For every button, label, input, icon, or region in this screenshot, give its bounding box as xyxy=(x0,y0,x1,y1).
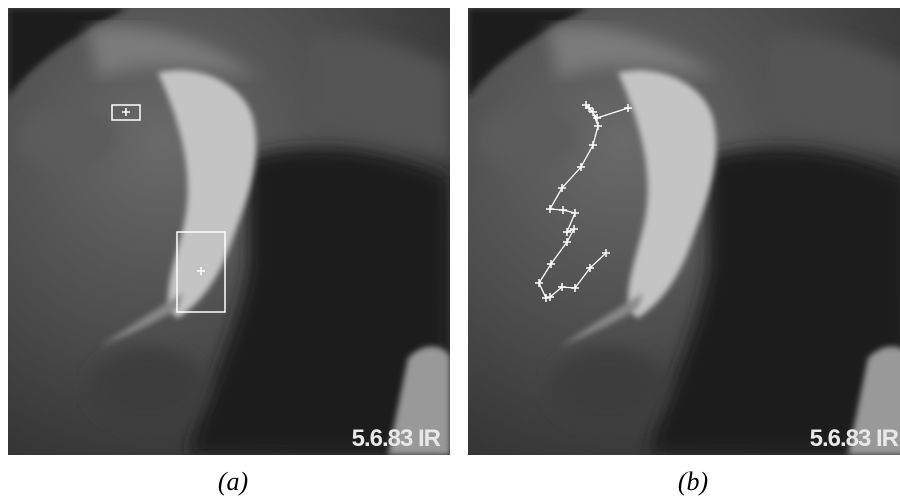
panel-b: 5.6.83 IR xyxy=(468,8,900,455)
page: 5.6.83 IR (a) 5.6.83 IR (b) (() => { con… xyxy=(0,0,900,500)
image-stamp: 5.6.83 IR xyxy=(810,425,899,452)
image-stamp: 5.6.83 IR xyxy=(352,425,441,452)
panel-a: 5.6.83 IR xyxy=(8,8,450,455)
figure: 5.6.83 IR (a) 5.6.83 IR (b) xyxy=(0,0,900,500)
caption-b: (b) xyxy=(678,467,708,496)
caption-a: (a) xyxy=(218,467,248,496)
